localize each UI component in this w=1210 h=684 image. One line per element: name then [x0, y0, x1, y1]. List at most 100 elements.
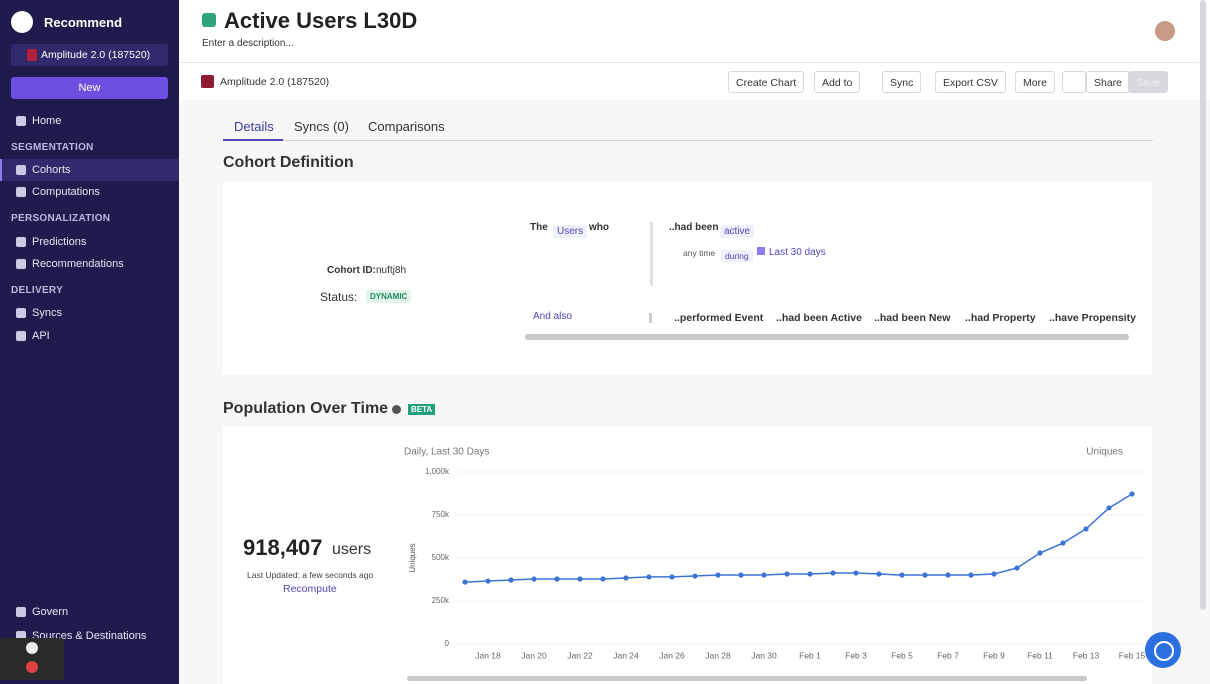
and-also[interactable]: And also: [533, 311, 572, 322]
sidebar: Recommend Amplitude 2.0 (187520) New Hom…: [0, 0, 179, 684]
nav-section-header: PERSONALIZATION: [11, 213, 111, 224]
chart-scrollbar[interactable]: [407, 676, 1087, 681]
x-tick-label: Feb 15: [1119, 650, 1146, 660]
data-point: [853, 570, 859, 576]
x-tick-label: Feb 11: [1027, 650, 1053, 660]
new-button[interactable]: New: [11, 77, 168, 99]
create-chart-button[interactable]: Create Chart: [728, 71, 805, 93]
page-scrollbar[interactable]: [1200, 0, 1206, 610]
x-tick-label: Jan 30: [751, 650, 777, 660]
y-tick-label: 1,000k: [425, 467, 450, 476]
user-unit: users: [332, 541, 372, 558]
scrollbar[interactable]: [525, 334, 1129, 340]
legend-label[interactable]: Uniques: [1086, 447, 1123, 458]
nav-item[interactable]: API: [0, 325, 179, 347]
cohort-id: nuftj8h: [376, 265, 407, 276]
option[interactable]: ..performed Event: [674, 312, 764, 324]
y-tick-label: 0: [445, 639, 450, 648]
nav-item[interactable]: Cohorts: [0, 159, 179, 181]
rule-condition: ..had been: [669, 222, 719, 233]
nav-section-header: DELIVERY: [11, 285, 64, 296]
data-point: [1083, 526, 1089, 532]
rule-text: who: [589, 222, 609, 233]
x-tick-label: Jan 24: [613, 650, 639, 660]
y-tick-label: 750k: [432, 510, 450, 519]
pause-button[interactable]: [26, 642, 38, 654]
save-button[interactable]: Save: [1128, 71, 1168, 93]
data-point: [623, 575, 629, 581]
nav-label: Computations: [32, 186, 100, 198]
data-point: [876, 571, 882, 577]
rule-range[interactable]: Last 30 days: [769, 247, 826, 258]
separator: [649, 313, 652, 323]
nav-item[interactable]: Computations: [0, 181, 179, 203]
export-csv-button[interactable]: Export CSV: [935, 71, 1006, 93]
org-name: Amplitude 2.0 (187520): [41, 49, 151, 61]
nav-label: Govern: [32, 606, 69, 618]
nav-label: Home: [32, 115, 62, 127]
more-button[interactable]: More: [1015, 71, 1055, 93]
data-point: [554, 576, 560, 582]
workspace-name[interactable]: Recommend: [44, 15, 123, 30]
avatar[interactable]: [1155, 21, 1175, 41]
chart-subtitle: Daily, Last 30 Days: [404, 447, 489, 458]
sync-button[interactable]: Sync: [882, 71, 922, 93]
data-point: [646, 574, 652, 580]
org-selector[interactable]: [11, 44, 168, 66]
x-tick-label: Feb 13: [1073, 650, 1100, 660]
data-point: [1014, 565, 1020, 571]
data-point: [945, 572, 951, 578]
recompute-link[interactable]: Recompute: [283, 583, 337, 595]
active-tab-indicator: [223, 139, 283, 141]
nav-item[interactable]: Predictions: [0, 231, 179, 253]
data-point: [830, 570, 836, 576]
nav-section-header: SEGMENTATION: [11, 142, 94, 153]
data-point: [485, 578, 491, 584]
nav-label: API: [32, 330, 50, 342]
nav-label: Cohorts: [32, 164, 71, 176]
rule-during[interactable]: during: [721, 246, 753, 264]
calendar-icon: [757, 247, 765, 255]
chart: Daily, Last 30 Days Uniques Uniques 0 250…: [404, 447, 1146, 681]
nav-item[interactable]: Syncs: [0, 302, 179, 324]
data-point: [968, 572, 974, 578]
page-title: Active Users L30D: [224, 8, 418, 33]
tab[interactable]: Details: [234, 119, 274, 134]
cohort-card: [223, 181, 1152, 375]
org-icon: [27, 49, 37, 61]
option[interactable]: ..had been Active: [776, 312, 862, 324]
y-axis-label: Uniques: [408, 543, 417, 572]
option[interactable]: ..had Property: [965, 312, 1036, 324]
nav-item[interactable]: Govern: [0, 601, 179, 623]
add-to-button[interactable]: Add to: [814, 71, 861, 93]
info-icon[interactable]: [392, 405, 401, 414]
data-point: [922, 572, 928, 578]
data-point: [669, 574, 675, 580]
link-button[interactable]: [1062, 71, 1086, 93]
stop-button[interactable]: [26, 661, 38, 673]
data-point: [738, 572, 744, 578]
org-badge: Amplitude 2.0 (187520): [220, 76, 330, 88]
tab[interactable]: Comparisons: [368, 119, 445, 134]
status-label: Status:: [320, 290, 358, 304]
x-tick-label: Jan 26: [659, 650, 685, 660]
rule-subject[interactable]: Users: [553, 221, 588, 239]
x-tick-label: Feb 5: [891, 650, 913, 660]
nav-item[interactable]: Home: [0, 110, 179, 132]
data-point: [761, 572, 767, 578]
option[interactable]: ..had been New: [874, 312, 951, 324]
cohort-icon: [202, 13, 216, 27]
rule-state[interactable]: active: [720, 221, 755, 239]
share-button[interactable]: Share: [1086, 71, 1131, 93]
option[interactable]: ..have Propensity: [1049, 312, 1136, 324]
description[interactable]: Enter a description...: [202, 38, 294, 49]
rule-text: The: [530, 222, 548, 233]
data-point: [784, 571, 790, 577]
data-point: [715, 572, 721, 578]
tab[interactable]: Syncs (0): [294, 119, 349, 134]
org-badge-icon: [201, 75, 214, 88]
nav-item[interactable]: Recommendations: [0, 253, 179, 275]
section-title: Cohort Definition: [223, 154, 354, 171]
series-line: [464, 493, 1133, 583]
